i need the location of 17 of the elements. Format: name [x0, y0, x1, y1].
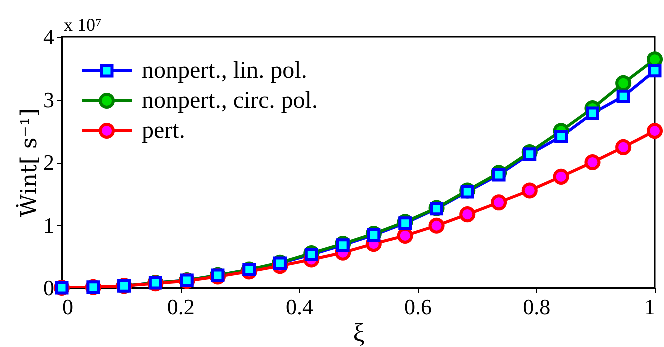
x-tick-label: 0.8	[523, 294, 551, 320]
y-tick-label: 0	[44, 276, 54, 300]
x-tick-label: 0.4	[286, 294, 314, 320]
x-axis-title: ξ	[353, 318, 365, 347]
legend-label: pert.	[142, 118, 186, 144]
y-tick-label: 4	[44, 24, 54, 50]
text: x 10⁷	[64, 15, 102, 35]
y-axis-title: Ẇint[ s⁻¹]	[16, 108, 42, 218]
y-tick-label: 1	[44, 212, 54, 238]
y-tick-label: 2	[44, 150, 54, 175]
y-tick-label: 3	[44, 87, 54, 112]
legend-label: nonpert., lin. pol.	[142, 58, 308, 84]
x-tick-label: 0.6	[404, 294, 432, 320]
legend-label: nonpert., circ. pol.	[142, 88, 318, 114]
x-tick-label: 0	[62, 294, 74, 320]
x-tick-label: 1	[644, 294, 656, 320]
x-tick-label: 0.2	[167, 294, 195, 320]
